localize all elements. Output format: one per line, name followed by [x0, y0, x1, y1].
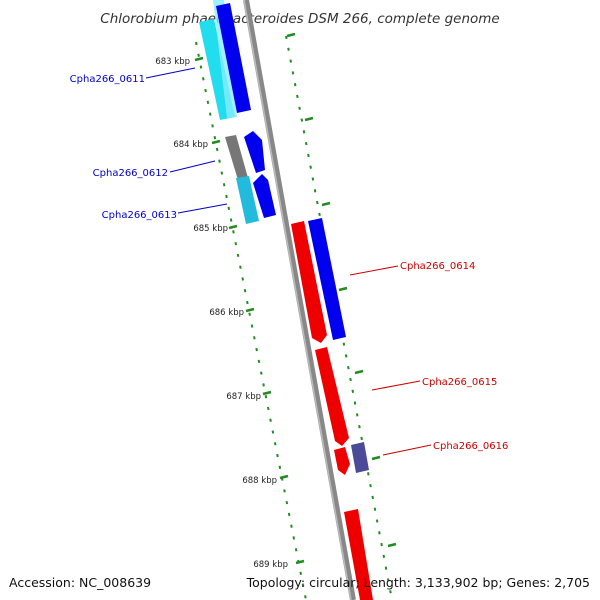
- cog-feature-gray: [225, 135, 248, 180]
- gene-Cpha266_0611[interactable]: [199, 0, 251, 120]
- map-title: Chlorobium phaeobacteroides DSM 266, com…: [100, 11, 499, 27]
- tick-label: 684 kbp: [173, 140, 208, 150]
- gene-Cpha266_0614[interactable]: [291, 218, 346, 343]
- cog-feature-cyan: [236, 176, 259, 224]
- cds-arrow: [315, 347, 349, 446]
- cog-feature-slate: [351, 442, 369, 473]
- gene-Cpha266_0612[interactable]: [225, 131, 265, 180]
- tick-label: 683 kbp: [155, 57, 190, 67]
- gene-Cpha266_0615[interactable]: [315, 347, 349, 446]
- accession-text: Accession: NC_008639: [9, 575, 151, 590]
- tick-label: 687 kbp: [226, 392, 261, 402]
- genome-backbone: [243, 0, 356, 600]
- cds-arrow: [344, 509, 373, 600]
- cds-arrow: [291, 221, 327, 343]
- tick-label: 689 kbp: [253, 560, 288, 570]
- gene-next-reverse[interactable]: [344, 509, 373, 600]
- gene-label[interactable]: Cpha266_0614: [400, 261, 475, 272]
- cds-arrow: [334, 447, 350, 475]
- gene-label[interactable]: Cpha266_0616: [433, 441, 508, 452]
- gene-label[interactable]: Cpha266_0615: [422, 377, 497, 388]
- tick-label: 685 kbp: [193, 224, 228, 234]
- tick-ring-inner: [195, 41, 307, 600]
- label-leaders: [145, 67, 432, 456]
- gene-label[interactable]: Cpha266_0611: [70, 74, 145, 85]
- tick-label: 688 kbp: [242, 476, 277, 486]
- cog-feature-highlight: [213, 0, 237, 118]
- kbp-tick-marks: [194, 32, 397, 565]
- gene-Cpha266_0616[interactable]: [334, 442, 369, 475]
- cds-arrow: [216, 3, 251, 113]
- tick-label: 686 kbp: [209, 308, 244, 318]
- topology-text: Topology: circular; Length: 3,133,902 bp…: [246, 575, 590, 590]
- gene-Cpha266_0613[interactable]: [236, 174, 276, 224]
- gene-label[interactable]: Cpha266_0613: [102, 210, 177, 221]
- cds-arrow: [253, 174, 276, 218]
- cds-arrow: [244, 131, 265, 173]
- gene-label[interactable]: Cpha266_0612: [93, 168, 168, 179]
- cog-feature-blue: [308, 218, 346, 340]
